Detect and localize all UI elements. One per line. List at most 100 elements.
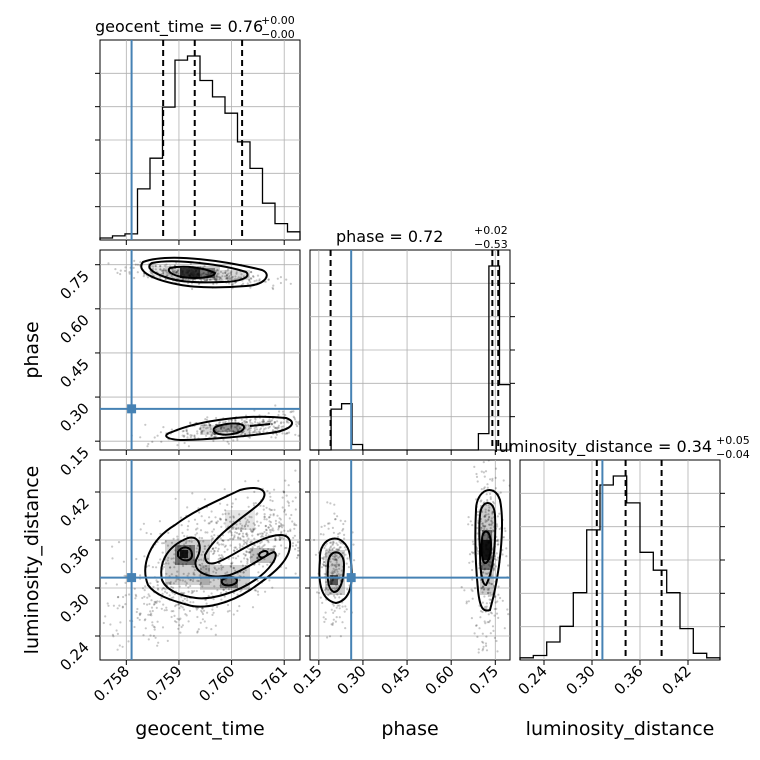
scatter-point	[475, 475, 479, 478]
scatter-point	[243, 541, 246, 544]
scatter-point	[185, 428, 188, 431]
scatter-point	[242, 539, 245, 542]
scatter-point	[199, 428, 202, 431]
scatter-point	[506, 608, 509, 611]
scatter-point	[293, 527, 296, 530]
scatter-point	[159, 431, 162, 434]
scatter-point	[226, 277, 229, 280]
scatter-point	[231, 275, 234, 278]
scatter-point	[467, 516, 470, 519]
scatter-point	[491, 547, 494, 550]
scatter-point	[334, 554, 337, 557]
scatter-point	[172, 557, 175, 560]
scatter-point	[345, 562, 348, 565]
scatter-point	[481, 522, 484, 525]
scatter-point	[225, 277, 228, 280]
scatter-point	[111, 633, 114, 637]
scatter-point	[124, 266, 127, 269]
scatter-point	[311, 419, 313, 421]
scatter-point	[214, 516, 217, 519]
scatter-point	[491, 530, 494, 533]
scatter-point	[244, 420, 247, 423]
scatter-point	[485, 644, 488, 648]
scatter-point	[260, 540, 263, 543]
scatter-point	[486, 621, 489, 624]
scatter-point	[249, 550, 252, 553]
scatter-point	[170, 596, 173, 600]
scatter-point	[136, 271, 139, 274]
scatter-point	[198, 574, 201, 577]
scatter-point	[211, 613, 214, 617]
scatter-point	[306, 499, 308, 501]
scatter-point	[230, 534, 233, 537]
scatter-point	[496, 543, 499, 546]
scatter-point	[328, 548, 331, 552]
scatter-point	[335, 563, 338, 566]
scatter-point	[256, 590, 259, 593]
scatter-point	[203, 278, 206, 282]
scatter-point	[217, 567, 220, 570]
scatter-point	[204, 418, 207, 421]
density-cell	[180, 268, 200, 278]
scatter-point	[249, 270, 253, 274]
scatter-point	[255, 513, 258, 516]
scatter-point	[262, 535, 265, 538]
scatter-point	[479, 578, 482, 582]
scatter-point	[212, 528, 215, 531]
scatter-point	[204, 565, 208, 568]
scatter-point	[231, 538, 234, 541]
scatter-point	[143, 589, 146, 592]
scatter-point	[239, 537, 242, 540]
scatter-point	[215, 416, 218, 420]
scatter-point	[183, 592, 186, 595]
density-cell	[180, 550, 188, 558]
scatter-point	[303, 419, 305, 421]
scatter-point	[215, 521, 218, 524]
scatter-point	[282, 491, 286, 494]
scatter-point	[107, 604, 110, 607]
scatter-point	[344, 605, 347, 608]
scatter-point	[258, 278, 261, 281]
scatter-point	[336, 543, 339, 547]
scatter-point	[329, 546, 332, 549]
scatter-point	[489, 478, 492, 481]
scatter-point	[185, 540, 188, 543]
scatter-point	[467, 600, 470, 603]
scatter-point	[178, 585, 181, 588]
scatter-point	[192, 573, 195, 576]
scatter-point	[246, 533, 249, 536]
scatter-point	[206, 416, 209, 419]
scatter-point	[200, 274, 203, 277]
scatter-point	[276, 277, 279, 280]
scatter-point	[194, 533, 197, 536]
scatter-point	[481, 591, 484, 594]
title-phase-lower: −0.53	[474, 238, 508, 251]
scatter-point	[314, 556, 316, 558]
scatter-point	[216, 275, 219, 278]
scatter-point	[213, 278, 216, 281]
scatter-point	[302, 413, 304, 415]
scatter-point	[174, 562, 177, 565]
scatter-point	[235, 527, 238, 531]
scatter-point	[189, 584, 192, 588]
scatter-point	[486, 427, 488, 429]
scatter-point	[230, 273, 233, 276]
scatter-point	[161, 626, 165, 629]
scatter-point	[267, 541, 270, 544]
scatter-point	[205, 418, 208, 421]
scatter-point	[480, 527, 483, 530]
scatter-point	[267, 278, 270, 281]
scatter-point	[231, 561, 234, 564]
scatter-point	[241, 545, 244, 548]
scatter-point	[292, 415, 295, 418]
scatter-point	[229, 520, 232, 523]
scatter-point	[332, 594, 336, 597]
scatter-point	[116, 632, 119, 636]
scatter-point	[491, 477, 494, 480]
scatter-point	[339, 501, 341, 503]
scatter-point	[167, 272, 170, 275]
scatter-point	[286, 530, 290, 533]
scatter-point	[253, 280, 256, 283]
scatter-point	[219, 518, 223, 521]
scatter-point	[200, 609, 203, 613]
